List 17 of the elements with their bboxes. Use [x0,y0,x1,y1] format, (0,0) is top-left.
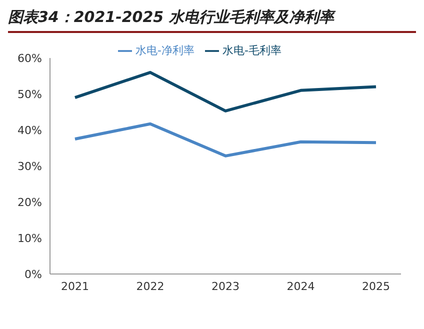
y-tick-label: 50% [18,88,42,101]
legend-label: 水电-毛利率 [222,44,282,57]
chart-title: 图表34：2021-2025 水电行业毛利率及净利率 [8,8,416,33]
y-tick-label: 10% [18,232,42,245]
line-series [74,122,378,158]
y-tick-label: 20% [18,196,42,209]
y-tick-label: 40% [18,124,42,137]
x-tick-label: 2022 [136,280,164,293]
x-tick-label: 2021 [61,280,89,293]
y-tick-label: 60% [18,52,42,65]
y-tick-label: 30% [18,160,42,173]
y-tick-label: 0% [24,268,42,281]
x-tick-label: 2025 [362,280,390,293]
line-series [74,70,378,112]
x-tick-label: 2023 [212,280,240,293]
legend-label: 水电-净利率 [136,44,194,57]
x-tick-label: 2024 [286,280,315,293]
